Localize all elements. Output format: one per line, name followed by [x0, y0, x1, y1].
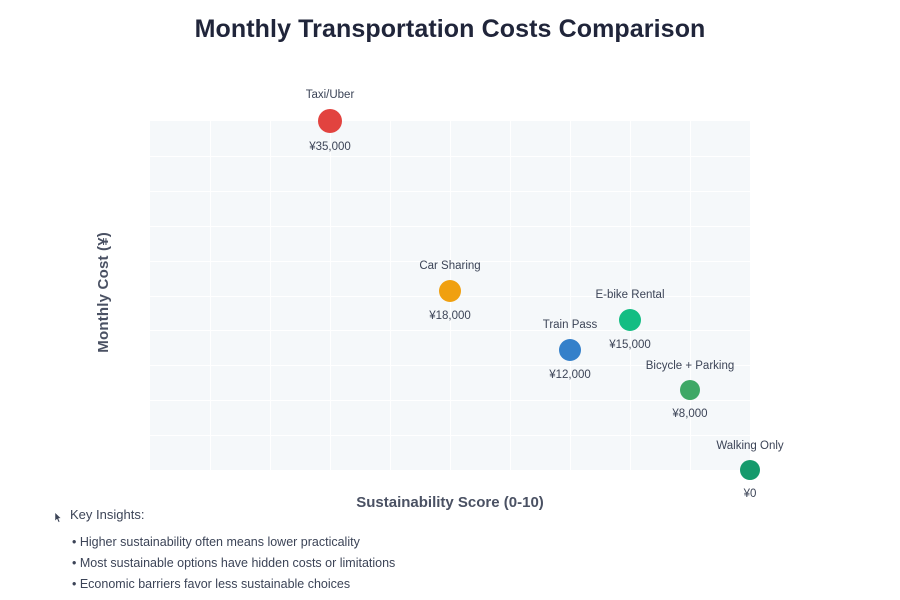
- scatter-point-value: ¥35,000: [309, 141, 351, 153]
- scatter-point-label: Bicycle + Parking: [645, 360, 735, 373]
- scatter-point-value: ¥15,000: [609, 339, 651, 352]
- scatter-point-value: ¥18,000: [429, 309, 471, 322]
- gridline-vertical: [330, 121, 331, 470]
- scatter-point[interactable]: [439, 279, 461, 302]
- scatter-point-label: Walking Only: [716, 440, 784, 452]
- scatter-point[interactable]: [619, 309, 641, 332]
- y-axis-title: Monthly Cost (¥): [95, 232, 112, 353]
- gridline-vertical: [390, 121, 391, 470]
- chart-title: Monthly Transportation Costs Comparison: [194, 15, 706, 43]
- scatter-point-label: Train Pass: [542, 319, 598, 332]
- scatter-point-value: ¥12,000: [549, 369, 591, 382]
- scatter-point[interactable]: [740, 460, 760, 480]
- mouse-cursor-icon: [54, 512, 62, 523]
- key-insights-heading: Key Insights:: [70, 507, 145, 522]
- key-insight-item: • Economic barriers favor less sustainab…: [72, 577, 351, 591]
- gridline-vertical: [510, 121, 511, 470]
- key-insight-item: • Higher sustainability often means lowe…: [72, 535, 360, 549]
- scatter-point-value: ¥8,000: [672, 408, 708, 421]
- x-axis-title: Sustainability Score (0-10): [356, 494, 544, 511]
- scatter-point[interactable]: [559, 339, 581, 362]
- gridline-vertical: [210, 121, 211, 470]
- scatter-point-label: E-bike Rental: [595, 289, 665, 302]
- key-insights-list: • Higher sustainability often means lowe…: [70, 532, 630, 595]
- gridline-horizontal: [150, 190, 750, 192]
- gridline-horizontal: [150, 435, 750, 437]
- scatter-point-label: Car Sharing: [419, 259, 481, 272]
- scatter-point[interactable]: [318, 109, 342, 133]
- gridline-vertical: [570, 121, 571, 470]
- gridline-horizontal: [150, 330, 750, 332]
- scatter-point-label: Taxi/Uber: [305, 89, 355, 101]
- gridline-horizontal: [150, 155, 750, 157]
- key-insight-item: • Most sustainable options have hidden c…: [72, 556, 396, 570]
- gridline-vertical: [270, 121, 271, 470]
- key-insights-block: Key Insights: • Higher sustainability of…: [70, 507, 630, 595]
- gridline-horizontal: [150, 400, 750, 402]
- scatter-point[interactable]: [680, 380, 700, 401]
- scatter-point-value: ¥0: [743, 488, 757, 500]
- gridline-horizontal: [150, 225, 750, 227]
